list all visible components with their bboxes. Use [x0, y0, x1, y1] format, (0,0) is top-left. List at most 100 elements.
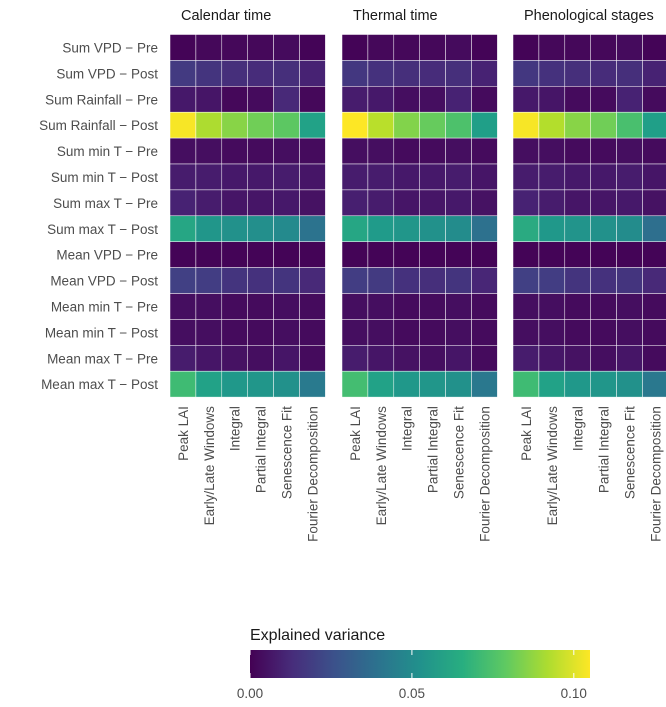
heatmap-cell	[616, 34, 643, 61]
heatmap-cell	[221, 86, 248, 113]
heatmap-cell	[564, 293, 591, 320]
heatmap-cell	[221, 189, 248, 217]
heatmap-cell	[564, 163, 591, 191]
heatmap-cell	[564, 137, 591, 165]
legend-ticks: 0.00 0.05 0.10	[237, 650, 587, 701]
heatmap-cell	[299, 163, 326, 191]
panels: Calendar time Peak LAI Early/Late Windows I…	[169, 8, 666, 542]
column-label: Peak LAI	[348, 406, 363, 461]
heatmap-cell	[642, 189, 666, 217]
heatmap-cell	[538, 293, 566, 320]
heatmap-cell	[445, 267, 472, 294]
heatmap-cell	[616, 370, 643, 398]
heatmap-cell	[367, 215, 395, 242]
heatmap-cell	[419, 163, 446, 191]
heatmap-cell	[367, 86, 395, 113]
heatmap-cell	[512, 163, 540, 191]
heatmap-cell	[169, 189, 197, 217]
panel-title: Thermal time	[353, 8, 438, 24]
heatmap-cell	[642, 86, 666, 113]
heatmap-cell	[590, 319, 617, 346]
heatmap-cell	[169, 345, 197, 372]
column-label: Early/Late Windows	[545, 406, 560, 526]
heatmap-cell	[169, 86, 197, 113]
heatmap-cell	[299, 111, 326, 139]
column-label: Partial Integral	[597, 406, 612, 493]
heatmap-cell	[221, 111, 248, 139]
heatmap-cell	[169, 319, 197, 346]
heatmap-cell	[538, 267, 566, 294]
heatmap-cell	[273, 111, 300, 139]
heatmap-cell	[341, 267, 369, 294]
heatmap-cell	[273, 137, 300, 165]
heatmap-cell	[341, 163, 369, 191]
heatmap-cell	[616, 215, 643, 242]
heatmap-cell	[512, 189, 540, 217]
heatmap-cell	[195, 137, 223, 165]
heatmap-cell	[512, 215, 540, 242]
heatmap-cell	[616, 267, 643, 294]
heatmap-cell	[590, 60, 617, 87]
heatmap-cell	[247, 137, 274, 165]
heatmap-cell	[195, 163, 223, 191]
heatmap-cell	[247, 267, 274, 294]
heatmap-cell	[419, 137, 446, 165]
heatmap-cell	[169, 137, 197, 165]
heatmap-cell	[512, 86, 540, 113]
heatmap-cell	[538, 86, 566, 113]
heatmap-cell	[341, 215, 369, 242]
heatmap-cell	[590, 163, 617, 191]
column-label: Senescence Fit	[623, 406, 638, 499]
heatmap-cell	[341, 137, 369, 165]
heatmap-cell	[221, 370, 248, 398]
heatmap-cell	[445, 215, 472, 242]
heatmap-cell	[512, 370, 540, 398]
heatmap-cell	[419, 241, 446, 268]
column-label: Partial Integral	[426, 406, 441, 493]
column-label: Early/Late Windows	[374, 406, 389, 526]
heatmap-cell	[471, 189, 498, 217]
heatmap-cell	[616, 293, 643, 320]
row-label: Sum VPD − Post	[56, 66, 158, 81]
heatmap-cell	[247, 241, 274, 268]
legend-tick-label: 0.00	[237, 686, 263, 701]
heatmap-cell	[195, 293, 223, 320]
heatmap-cell	[367, 137, 395, 165]
heatmap-cell	[564, 370, 591, 398]
heatmap-cell	[393, 60, 420, 87]
heatmap-cell	[367, 293, 395, 320]
heatmap-cell	[538, 34, 566, 61]
heatmap-cell	[273, 189, 300, 217]
heatmap-cell	[195, 215, 223, 242]
heatmap-cell	[445, 345, 472, 372]
heatmap-cell	[471, 370, 498, 398]
legend-title: Explained variance	[250, 627, 385, 644]
heatmap-cell	[341, 60, 369, 87]
heatmap-cell	[445, 137, 472, 165]
heatmap-cell	[247, 370, 274, 398]
heatmap-cell	[299, 345, 326, 372]
heatmap-cell	[616, 137, 643, 165]
heatmap-cell	[273, 293, 300, 320]
heatmap-cell	[445, 189, 472, 217]
heatmap-cell	[564, 86, 591, 113]
heatmap-cell	[642, 293, 666, 320]
heatmap-cell	[169, 370, 197, 398]
heatmap-cell	[642, 215, 666, 242]
heatmap-cell	[471, 215, 498, 242]
heatmap-cell	[590, 267, 617, 294]
heatmap-cell	[393, 34, 420, 61]
heatmap-cell	[471, 319, 498, 346]
heatmap-cell	[247, 34, 274, 61]
heatmap-cell	[445, 293, 472, 320]
heatmap-cell	[445, 319, 472, 346]
heatmap-cell	[341, 293, 369, 320]
column-label: Integral	[228, 406, 243, 451]
heatmap-cell	[367, 189, 395, 217]
heatmap-cell	[341, 345, 369, 372]
heatmap-cell	[471, 111, 498, 139]
heatmap-cell	[247, 293, 274, 320]
heatmap-cell	[512, 293, 540, 320]
heatmap-cell	[221, 163, 248, 191]
